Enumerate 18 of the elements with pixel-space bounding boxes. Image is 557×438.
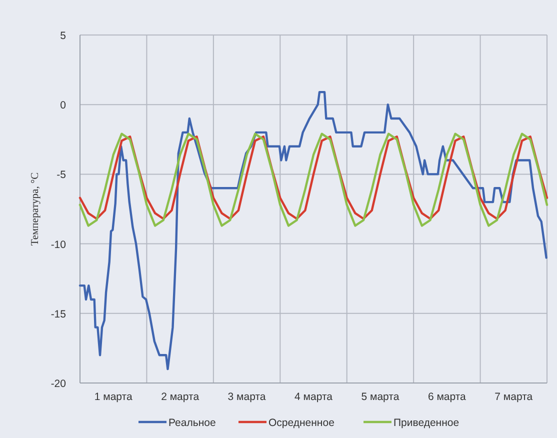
x-tick-label: 3 марта (228, 391, 266, 403)
x-tick-label: 7 марта (494, 391, 533, 403)
y-tick-label: 0 (60, 100, 66, 112)
y-tick-label: -15 (50, 308, 66, 320)
y-tick-label: -20 (50, 378, 66, 390)
x-tick-label: 1 марта (94, 391, 132, 403)
y-axis-title: Температура, °С (30, 172, 41, 246)
y-tick-label: -5 (56, 169, 66, 182)
line-series (78, 90, 548, 370)
x-tick-label: 5 марта (361, 391, 400, 403)
legend-label: Реальное (168, 417, 216, 429)
y-tick-label: 5 (60, 30, 66, 42)
legend-label: Приведенное (394, 417, 460, 429)
x-tick-label: 2 марта (161, 391, 200, 403)
legend-label: Осредненное (268, 417, 335, 429)
y-tick-label: -10 (50, 238, 66, 251)
x-tick-label: 4 марта (294, 391, 333, 403)
x-tick-label: 6 марта (428, 391, 466, 403)
